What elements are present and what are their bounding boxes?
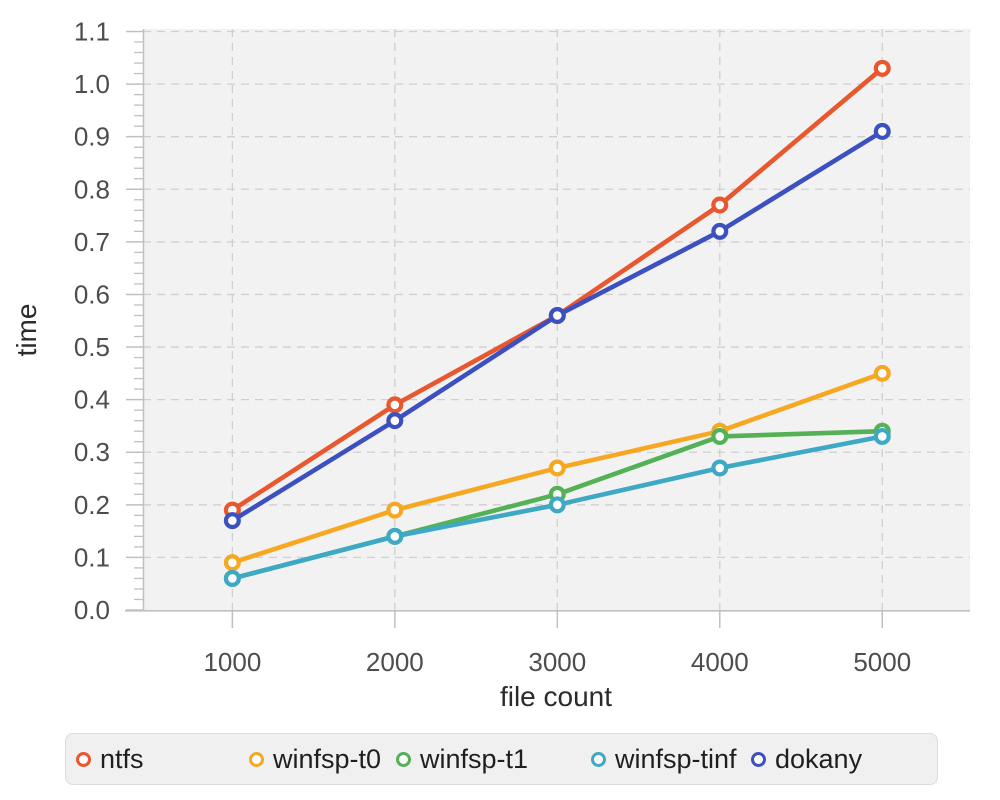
y-axis-title: time bbox=[11, 304, 42, 357]
legend-item-dokany[interactable]: dokany bbox=[751, 734, 862, 784]
y-tick-label: 0.9 bbox=[74, 122, 110, 152]
marker-winfsp-t0 bbox=[873, 364, 891, 382]
marker-winfsp-tinf bbox=[223, 569, 241, 587]
marker-dokany bbox=[548, 306, 566, 324]
chart-legend: ntfs winfsp-t0 winfsp-t1 winfsp-tinf dokany bbox=[65, 733, 938, 785]
marker-winfsp-t0 bbox=[386, 501, 404, 519]
legend-label: dokany bbox=[775, 743, 863, 774]
x-tick-label: 5000 bbox=[853, 647, 911, 677]
legend-label: winfsp-t0 bbox=[273, 743, 382, 774]
legend-ring-icon bbox=[751, 751, 766, 767]
y-tick-label: 0.3 bbox=[74, 437, 110, 467]
y-tick-label: 0.1 bbox=[74, 542, 110, 572]
legend-label: winfsp-t1 bbox=[420, 743, 529, 774]
x-tick-label: 1000 bbox=[203, 647, 261, 677]
marker-winfsp-t0 bbox=[548, 459, 566, 477]
y-tick-label: 0.0 bbox=[74, 595, 110, 625]
legend-item-winfsp-tinf[interactable]: winfsp-tinf bbox=[591, 734, 737, 784]
y-tick-label: 0.6 bbox=[74, 279, 110, 309]
x-tick-label: 2000 bbox=[366, 647, 424, 677]
y-tick-label: 0.2 bbox=[74, 490, 110, 520]
x-tick-label: 3000 bbox=[528, 647, 586, 677]
marker-dokany bbox=[873, 122, 891, 140]
marker-winfsp-t1 bbox=[711, 427, 729, 445]
marker-winfsp-tinf bbox=[386, 527, 404, 545]
legend-ring-icon bbox=[249, 751, 264, 767]
legend-label: winfsp-tinf bbox=[615, 743, 737, 774]
legend-item-winfsp-t1[interactable]: winfsp-t1 bbox=[396, 734, 528, 784]
legend-item-ntfs[interactable]: ntfs bbox=[76, 734, 144, 784]
legend-label: ntfs bbox=[100, 743, 144, 774]
legend-item-winfsp-t0[interactable]: winfsp-t0 bbox=[249, 734, 381, 784]
plot-canvas: 0.0 0.1 0.2 0.3 0.4 0.5 0.6 0.7 0.8 0.9 1.0 1.1 1000… bbox=[11, 17, 970, 712]
marker-winfsp-t0 bbox=[223, 554, 241, 572]
y-tick-label: 0.7 bbox=[74, 227, 110, 257]
marker-ntfs bbox=[386, 396, 404, 414]
marker-winfsp-tinf bbox=[548, 496, 566, 514]
marker-ntfs bbox=[711, 196, 729, 214]
marker-dokany bbox=[711, 222, 729, 240]
y-tick-label: 0.4 bbox=[74, 385, 110, 415]
marker-winfsp-tinf bbox=[873, 427, 891, 445]
legend-ring-icon bbox=[591, 751, 606, 767]
y-tick-label: 1.1 bbox=[74, 17, 110, 47]
y-tick-label: 0.5 bbox=[74, 332, 110, 362]
y-tick-label: 1.0 bbox=[74, 69, 110, 99]
legend-ring-icon bbox=[76, 751, 91, 767]
x-axis-title: file count bbox=[500, 681, 612, 712]
marker-dokany bbox=[223, 512, 241, 530]
legend-ring-icon bbox=[396, 751, 411, 767]
y-tick-label: 0.8 bbox=[74, 174, 110, 204]
marker-winfsp-tinf bbox=[711, 459, 729, 477]
x-tick-label: 4000 bbox=[691, 647, 749, 677]
line-chart: 0.0 0.1 0.2 0.3 0.4 0.5 0.6 0.7 0.8 0.9 1.0 1.1 1000… bbox=[11, 17, 970, 712]
marker-ntfs bbox=[873, 59, 891, 77]
marker-dokany bbox=[386, 412, 404, 430]
